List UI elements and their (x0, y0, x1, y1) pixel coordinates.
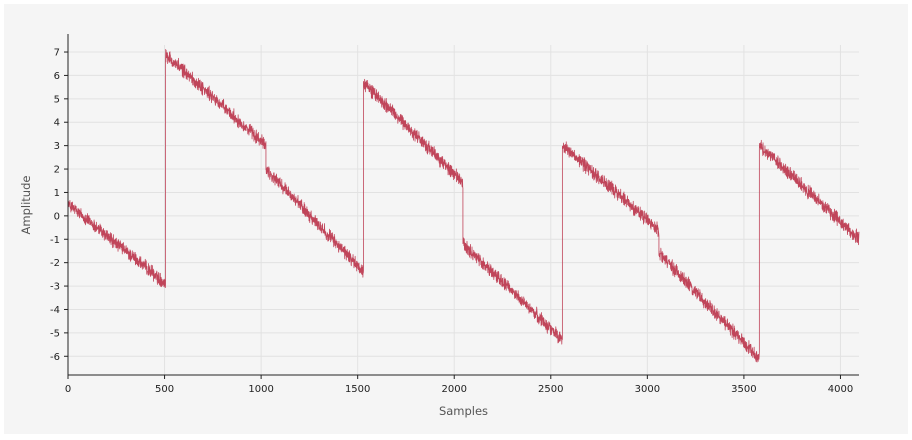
y-tick-label: 0 (54, 211, 60, 222)
chart-panel: 7 6 5 4 3 2 1 0 -1 -2 -3 -4 -5 -6 0 500 1000 1500 2000 2500… (4, 4, 908, 434)
x-tick-label: 2500 (538, 384, 563, 395)
chart-svg: 7 6 5 4 3 2 1 0 -1 -2 -3 -4 -5 -6 0 500 1000 1500 2000 2500… (19, 34, 860, 418)
y-tick-label: 3 (54, 141, 60, 152)
x-tick-label: 2000 (442, 384, 467, 395)
series-layer (67, 49, 860, 363)
x-axis-title: Samples (439, 404, 488, 418)
axis-layer: 7 6 5 4 3 2 1 0 -1 -2 -3 -4 -5 -6 0 500 1000 1500 2000 2500… (50, 34, 859, 395)
y-tick-label: 1 (54, 188, 60, 199)
y-tick-label: 6 (54, 71, 60, 82)
y-tick-label: -5 (50, 328, 60, 339)
y-tick-label: 7 (54, 48, 60, 59)
x-tick-label: 3500 (731, 384, 756, 395)
y-tick-label: -1 (50, 235, 60, 246)
y-tick-label: 5 (54, 94, 60, 105)
x-tick-label: 500 (155, 384, 174, 395)
x-tick-label: 1500 (345, 384, 370, 395)
x-tick-label: 3000 (635, 384, 660, 395)
grid-layer (67, 45, 859, 375)
x-tick-label: 0 (65, 384, 71, 395)
x-tick-label: 4000 (828, 384, 853, 395)
amplitude-series-line (67, 49, 860, 363)
y-tick-label: -4 (50, 305, 60, 316)
y-tick-label: 4 (54, 118, 60, 129)
y-tick-label: -2 (50, 258, 60, 269)
y-tick-label: -6 (50, 352, 60, 363)
x-tick-label: 1000 (248, 384, 273, 395)
y-tick-label: 2 (54, 165, 60, 176)
y-tick-label: -3 (50, 282, 60, 293)
y-axis-title: Amplitude (19, 176, 33, 235)
